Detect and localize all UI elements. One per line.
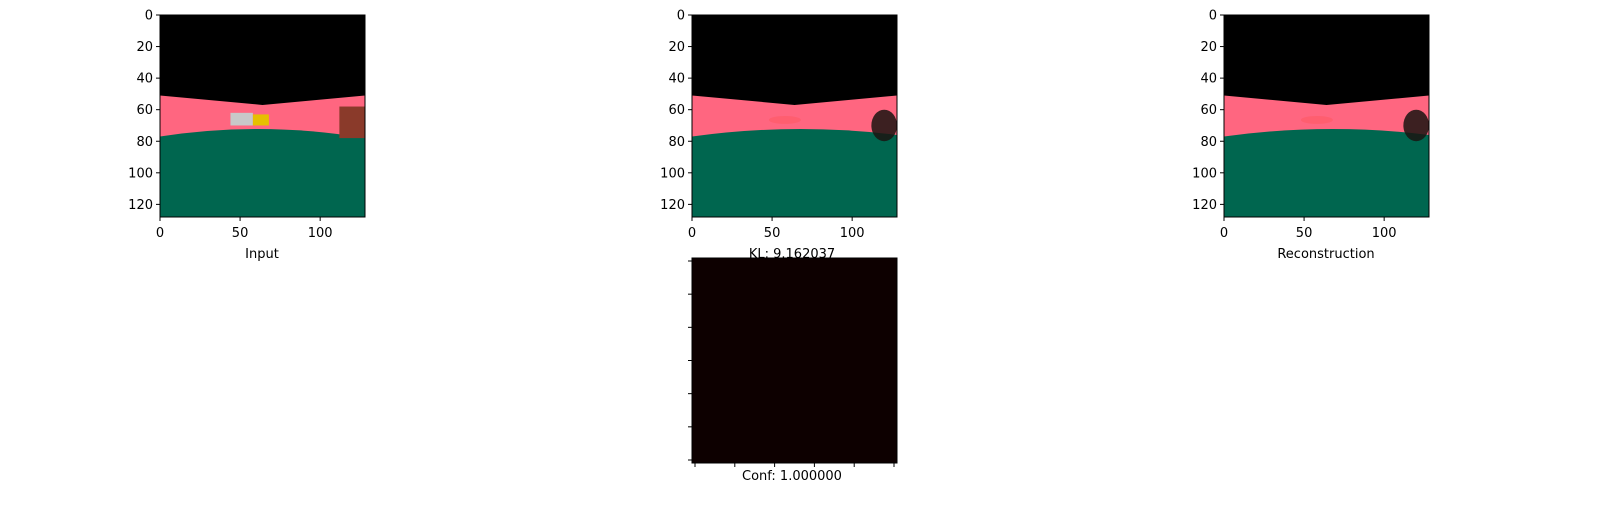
kl-image-ytick-label: 80 [668, 135, 685, 150]
reconstruction-image-ytick-label: 20 [1200, 40, 1217, 55]
kl-image-panel: 0 50 100 0 20 40 60 80 100 120 [660, 9, 898, 241]
reconstruction-image-ytick-label: 80 [1200, 135, 1217, 150]
input-image-ytick-label: 100 [128, 166, 153, 181]
kl-image-grass [692, 128, 897, 217]
input-image-ytick-label: 60 [136, 103, 153, 118]
kl-image-ytick-label: 60 [668, 103, 685, 118]
kl-image-xtick-label: 0 [688, 226, 696, 241]
input-image-panel: 0 50 100 0 20 40 60 80 100 120 Input [128, 9, 366, 262]
kl-image-ytick-label: 20 [668, 40, 685, 55]
confidence-caption: Conf: 1.000000 [742, 469, 842, 484]
reconstruction-image-ytick-label: 100 [1192, 166, 1217, 181]
kl-image-blur [768, 116, 801, 124]
input-image-car [252, 114, 269, 126]
input-image-xtick-label: 0 [156, 226, 164, 241]
kl-image-blob [871, 109, 897, 142]
reconstruction-image-ytick-label: 60 [1200, 103, 1217, 118]
reconstruction-image-grass [1224, 128, 1429, 217]
input-image-xtick-label: 100 [308, 226, 333, 241]
kl-image-xtick-label: 100 [840, 226, 865, 241]
reconstruction-image-ytick-label: 40 [1200, 72, 1217, 87]
confidence-heatmap-panel: Conf: 1.000000 [688, 257, 898, 484]
input-image-ytick-label: 120 [128, 198, 153, 213]
reconstruction-image-xtick-label: 0 [1220, 226, 1228, 241]
input-image-xtick-label: 50 [232, 226, 249, 241]
input-image-grass [160, 129, 365, 217]
kl-image [692, 15, 897, 217]
kl-caption: KL: 9.162037 [749, 247, 835, 262]
input-image-car [230, 112, 253, 126]
input-image-ytick-label: 0 [145, 9, 153, 24]
reconstruction-image-panel: 0 50 100 0 20 40 60 80 100 120 Reconstruction [1192, 9, 1430, 262]
kl-image-ytick-label: 100 [660, 166, 685, 181]
input-image-ytick-label: 80 [136, 135, 153, 150]
reconstruction-image-xtick-label: 50 [1296, 226, 1313, 241]
kl-image-frame [691, 14, 898, 218]
kl-image-ytick-label: 0 [677, 9, 685, 24]
confidence-heatmap [692, 258, 897, 463]
kl-image-ytick-label: 40 [668, 72, 685, 87]
reconstruction-image [1224, 15, 1429, 217]
input-image-building [339, 106, 365, 139]
input-image-frame [159, 14, 366, 218]
input-image-ytick-label: 20 [136, 40, 153, 55]
kl-image-ytick-label: 120 [660, 198, 685, 213]
reconstruction-image-ytick-label: 120 [1192, 198, 1217, 213]
input-caption: Input [245, 247, 279, 262]
reconstruction-image-xtick-label: 100 [1372, 226, 1397, 241]
kl-image-xtick-label: 50 [764, 226, 781, 241]
reconstruction-image-blob [1403, 109, 1429, 142]
confidence-heatmap-ticks [688, 260, 895, 467]
input-image-ytick-label: 40 [136, 72, 153, 87]
reconstruction-image-frame [1223, 14, 1430, 218]
reconstruction-image-ytick-label: 0 [1209, 9, 1217, 24]
reconstruction-caption: Reconstruction [1277, 247, 1374, 262]
reconstruction-image-blur [1300, 116, 1333, 124]
input-image [160, 15, 365, 217]
